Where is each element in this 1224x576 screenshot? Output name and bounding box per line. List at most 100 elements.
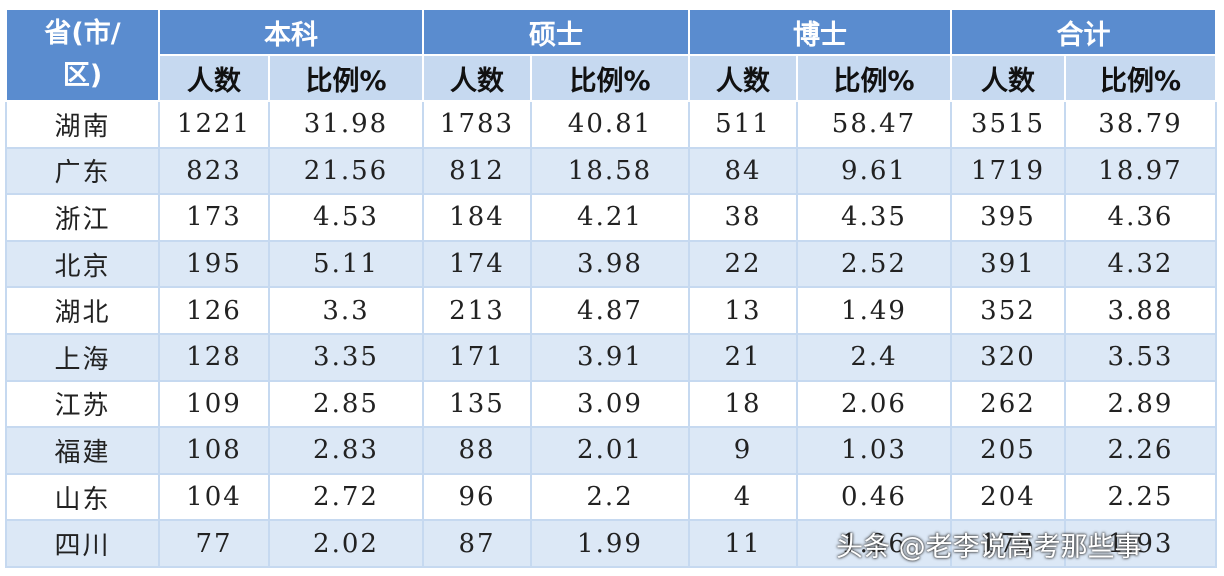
data-row: 湖南 1221 31.98 1783 40.81 511 58.47 3515 38.79 bbox=[5, 100, 1217, 149]
subheader: 人数 bbox=[158, 54, 270, 102]
value-cell: 391 bbox=[950, 239, 1066, 289]
value-cell: 18.58 bbox=[530, 146, 690, 196]
value-cell: 2.01 bbox=[530, 426, 690, 475]
value-cell: 18.97 bbox=[1064, 146, 1217, 196]
value-cell: 0.46 bbox=[796, 472, 952, 522]
value-cell: 104 bbox=[158, 472, 270, 522]
subheader: 比例% bbox=[268, 54, 424, 102]
value-cell: 3.3 bbox=[268, 286, 424, 335]
value-cell: 84 bbox=[688, 146, 798, 196]
corner-line: 省(市/ bbox=[44, 18, 121, 49]
value-cell: 11 bbox=[688, 519, 798, 568]
group-header: 本科 bbox=[158, 8, 424, 56]
value-cell: 174 bbox=[422, 239, 532, 289]
value-cell: 812 bbox=[422, 146, 532, 196]
group-header: 博士 bbox=[688, 8, 952, 56]
value-cell: 128 bbox=[158, 332, 270, 382]
subheader: 人数 bbox=[688, 54, 798, 102]
value-cell: 4.87 bbox=[530, 286, 690, 335]
subheader: 比例% bbox=[796, 54, 952, 102]
value-cell: 22 bbox=[688, 239, 798, 289]
value-cell: 4.36 bbox=[1064, 193, 1217, 242]
value-cell: 2.83 bbox=[268, 426, 424, 475]
value-cell: 21 bbox=[688, 332, 798, 382]
value-cell: 1.93 bbox=[1064, 519, 1217, 568]
value-cell: 3.88 bbox=[1064, 286, 1217, 335]
region-cell: 四川 bbox=[5, 519, 160, 568]
value-cell: 21.56 bbox=[268, 146, 424, 196]
region-cell: 湖南 bbox=[5, 100, 160, 149]
value-cell: 77 bbox=[158, 519, 270, 568]
value-cell: 352 bbox=[950, 286, 1066, 335]
value-cell: 2.85 bbox=[268, 379, 424, 429]
value-cell: 1.26 bbox=[796, 519, 952, 568]
value-cell: 175 bbox=[950, 519, 1066, 568]
value-cell: 88 bbox=[422, 426, 532, 475]
region-cell: 福建 bbox=[5, 426, 160, 475]
watermark: 头条 @老李说高考那些事 bbox=[836, 532, 1142, 563]
value-cell: 5.11 bbox=[268, 239, 424, 289]
value-cell: 4.35 bbox=[796, 193, 952, 242]
value-cell: 9.61 bbox=[796, 146, 952, 196]
value-cell: 135 bbox=[422, 379, 532, 429]
region-cell: 江苏 bbox=[5, 379, 160, 429]
data-row: 江苏 109 2.85 135 3.09 18 2.06 262 2.89 bbox=[5, 379, 1217, 429]
value-cell: 1783 bbox=[422, 100, 532, 149]
value-cell: 58.47 bbox=[796, 100, 952, 149]
value-cell: 96 bbox=[422, 472, 532, 522]
subheader: 人数 bbox=[422, 54, 532, 102]
value-cell: 4.32 bbox=[1064, 239, 1217, 289]
region-cell: 浙江 bbox=[5, 193, 160, 242]
subheader: 比例% bbox=[530, 54, 690, 102]
header-row: 省(市/区) 本科 硕士 博士 合计 bbox=[5, 8, 1217, 102]
data-row: 四川 77 2.02 87 1.99 11 1.26 175 1.93 bbox=[5, 519, 1217, 568]
value-cell: 511 bbox=[688, 100, 798, 149]
value-cell: 173 bbox=[158, 193, 270, 242]
value-cell: 3.35 bbox=[268, 332, 424, 382]
value-cell: 205 bbox=[950, 426, 1066, 475]
value-cell: 823 bbox=[158, 146, 270, 196]
value-cell: 2.89 bbox=[1064, 379, 1217, 429]
region-cell: 湖北 bbox=[5, 286, 160, 335]
value-cell: 3.09 bbox=[530, 379, 690, 429]
value-cell: 4.53 bbox=[268, 193, 424, 242]
value-cell: 195 bbox=[158, 239, 270, 289]
value-cell: 3515 bbox=[950, 100, 1066, 149]
value-cell: 171 bbox=[422, 332, 532, 382]
value-cell: 395 bbox=[950, 193, 1066, 242]
value-cell: 4 bbox=[688, 472, 798, 522]
subheader: 人数 bbox=[950, 54, 1066, 102]
value-cell: 13 bbox=[688, 286, 798, 335]
region-cell: 北京 bbox=[5, 239, 160, 289]
value-cell: 2.02 bbox=[268, 519, 424, 568]
region-cell: 山东 bbox=[5, 472, 160, 522]
value-cell: 126 bbox=[158, 286, 270, 335]
value-cell: 3.53 bbox=[1064, 332, 1217, 382]
value-cell: 2.25 bbox=[1064, 472, 1217, 522]
value-cell: 40.81 bbox=[530, 100, 690, 149]
value-cell: 2.52 bbox=[796, 239, 952, 289]
region-cell: 上海 bbox=[5, 332, 160, 382]
value-cell: 1719 bbox=[950, 146, 1066, 196]
value-cell: 38.79 bbox=[1064, 100, 1217, 149]
value-cell: 2.06 bbox=[796, 379, 952, 429]
value-cell: 31.98 bbox=[268, 100, 424, 149]
value-cell: 204 bbox=[950, 472, 1066, 522]
value-cell: 18 bbox=[688, 379, 798, 429]
data-row: 福建 108 2.83 88 2.01 9 1.03 205 2.26 bbox=[5, 426, 1217, 475]
value-cell: 320 bbox=[950, 332, 1066, 382]
value-cell: 109 bbox=[158, 379, 270, 429]
data-row: 上海 128 3.35 171 3.91 21 2.4 320 3.53 bbox=[5, 332, 1217, 382]
value-cell: 108 bbox=[158, 426, 270, 475]
corner-header: 省(市/区) bbox=[5, 8, 160, 102]
corner-line: 区) bbox=[62, 60, 103, 91]
value-cell: 4.21 bbox=[530, 193, 690, 242]
value-cell: 87 bbox=[422, 519, 532, 568]
value-cell: 3.98 bbox=[530, 239, 690, 289]
table-body: 湖南 1221 31.98 1783 40.81 511 58.47 3515 38.79 广东 8… bbox=[5, 100, 1217, 568]
value-cell: 213 bbox=[422, 286, 532, 335]
value-cell: 262 bbox=[950, 379, 1066, 429]
value-cell: 1.03 bbox=[796, 426, 952, 475]
group-header: 硕士 bbox=[422, 8, 690, 56]
